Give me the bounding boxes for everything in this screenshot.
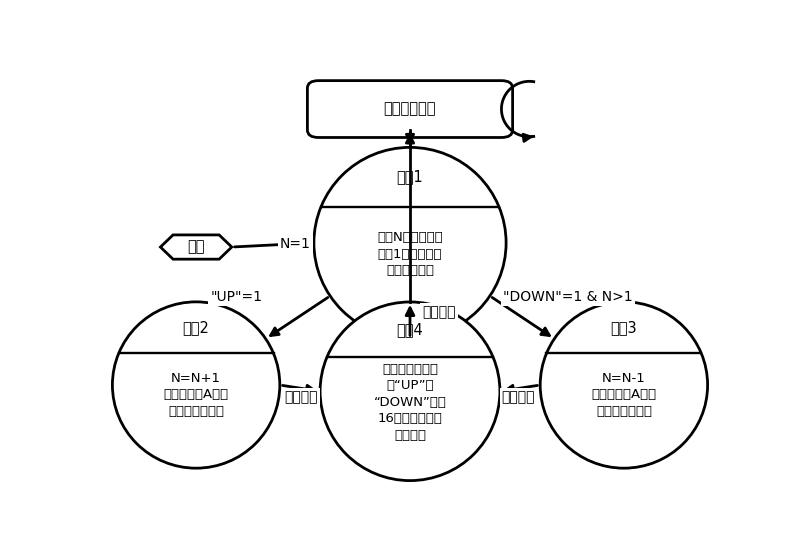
Text: 循环输出序列: 循环输出序列 [384, 102, 436, 117]
Text: 触发计时器，屏
蔽“UP”与
“DOWN”信号
16个周期，等待
系统稳定: 触发计时器，屏 蔽“UP”与 “DOWN”信号 16个周期，等待 系统稳定 [374, 363, 446, 441]
Ellipse shape [314, 147, 506, 338]
Text: 完成改变: 完成改变 [502, 390, 535, 405]
Text: N=N-1
即减小输出A在功
率分配中的比重: N=N-1 即减小输出A在功 率分配中的比重 [591, 372, 657, 418]
Polygon shape [161, 235, 232, 259]
Text: 完成改变: 完成改变 [285, 390, 318, 405]
Text: 计时开始: 计时开始 [422, 305, 456, 319]
Ellipse shape [540, 302, 708, 468]
Ellipse shape [320, 302, 500, 481]
Text: "DOWN"=1 & N>1: "DOWN"=1 & N>1 [503, 290, 633, 304]
Text: 复位: 复位 [187, 239, 205, 255]
Text: "UP"=1: "UP"=1 [210, 290, 262, 304]
Text: 输出N个周期高电
平，1个周期低电
平的序列信号: 输出N个周期高电 平，1个周期低电 平的序列信号 [377, 231, 443, 277]
Ellipse shape [112, 302, 280, 468]
Text: N=1: N=1 [280, 237, 310, 251]
Text: 状态1: 状态1 [397, 169, 423, 185]
Text: N=N+1
即加大输出A在功
率分配中的比重: N=N+1 即加大输出A在功 率分配中的比重 [163, 372, 229, 418]
Text: 状态2: 状态2 [182, 320, 210, 335]
Text: 状态4: 状态4 [397, 322, 423, 337]
Text: 状态3: 状态3 [610, 320, 638, 335]
FancyBboxPatch shape [307, 80, 513, 137]
